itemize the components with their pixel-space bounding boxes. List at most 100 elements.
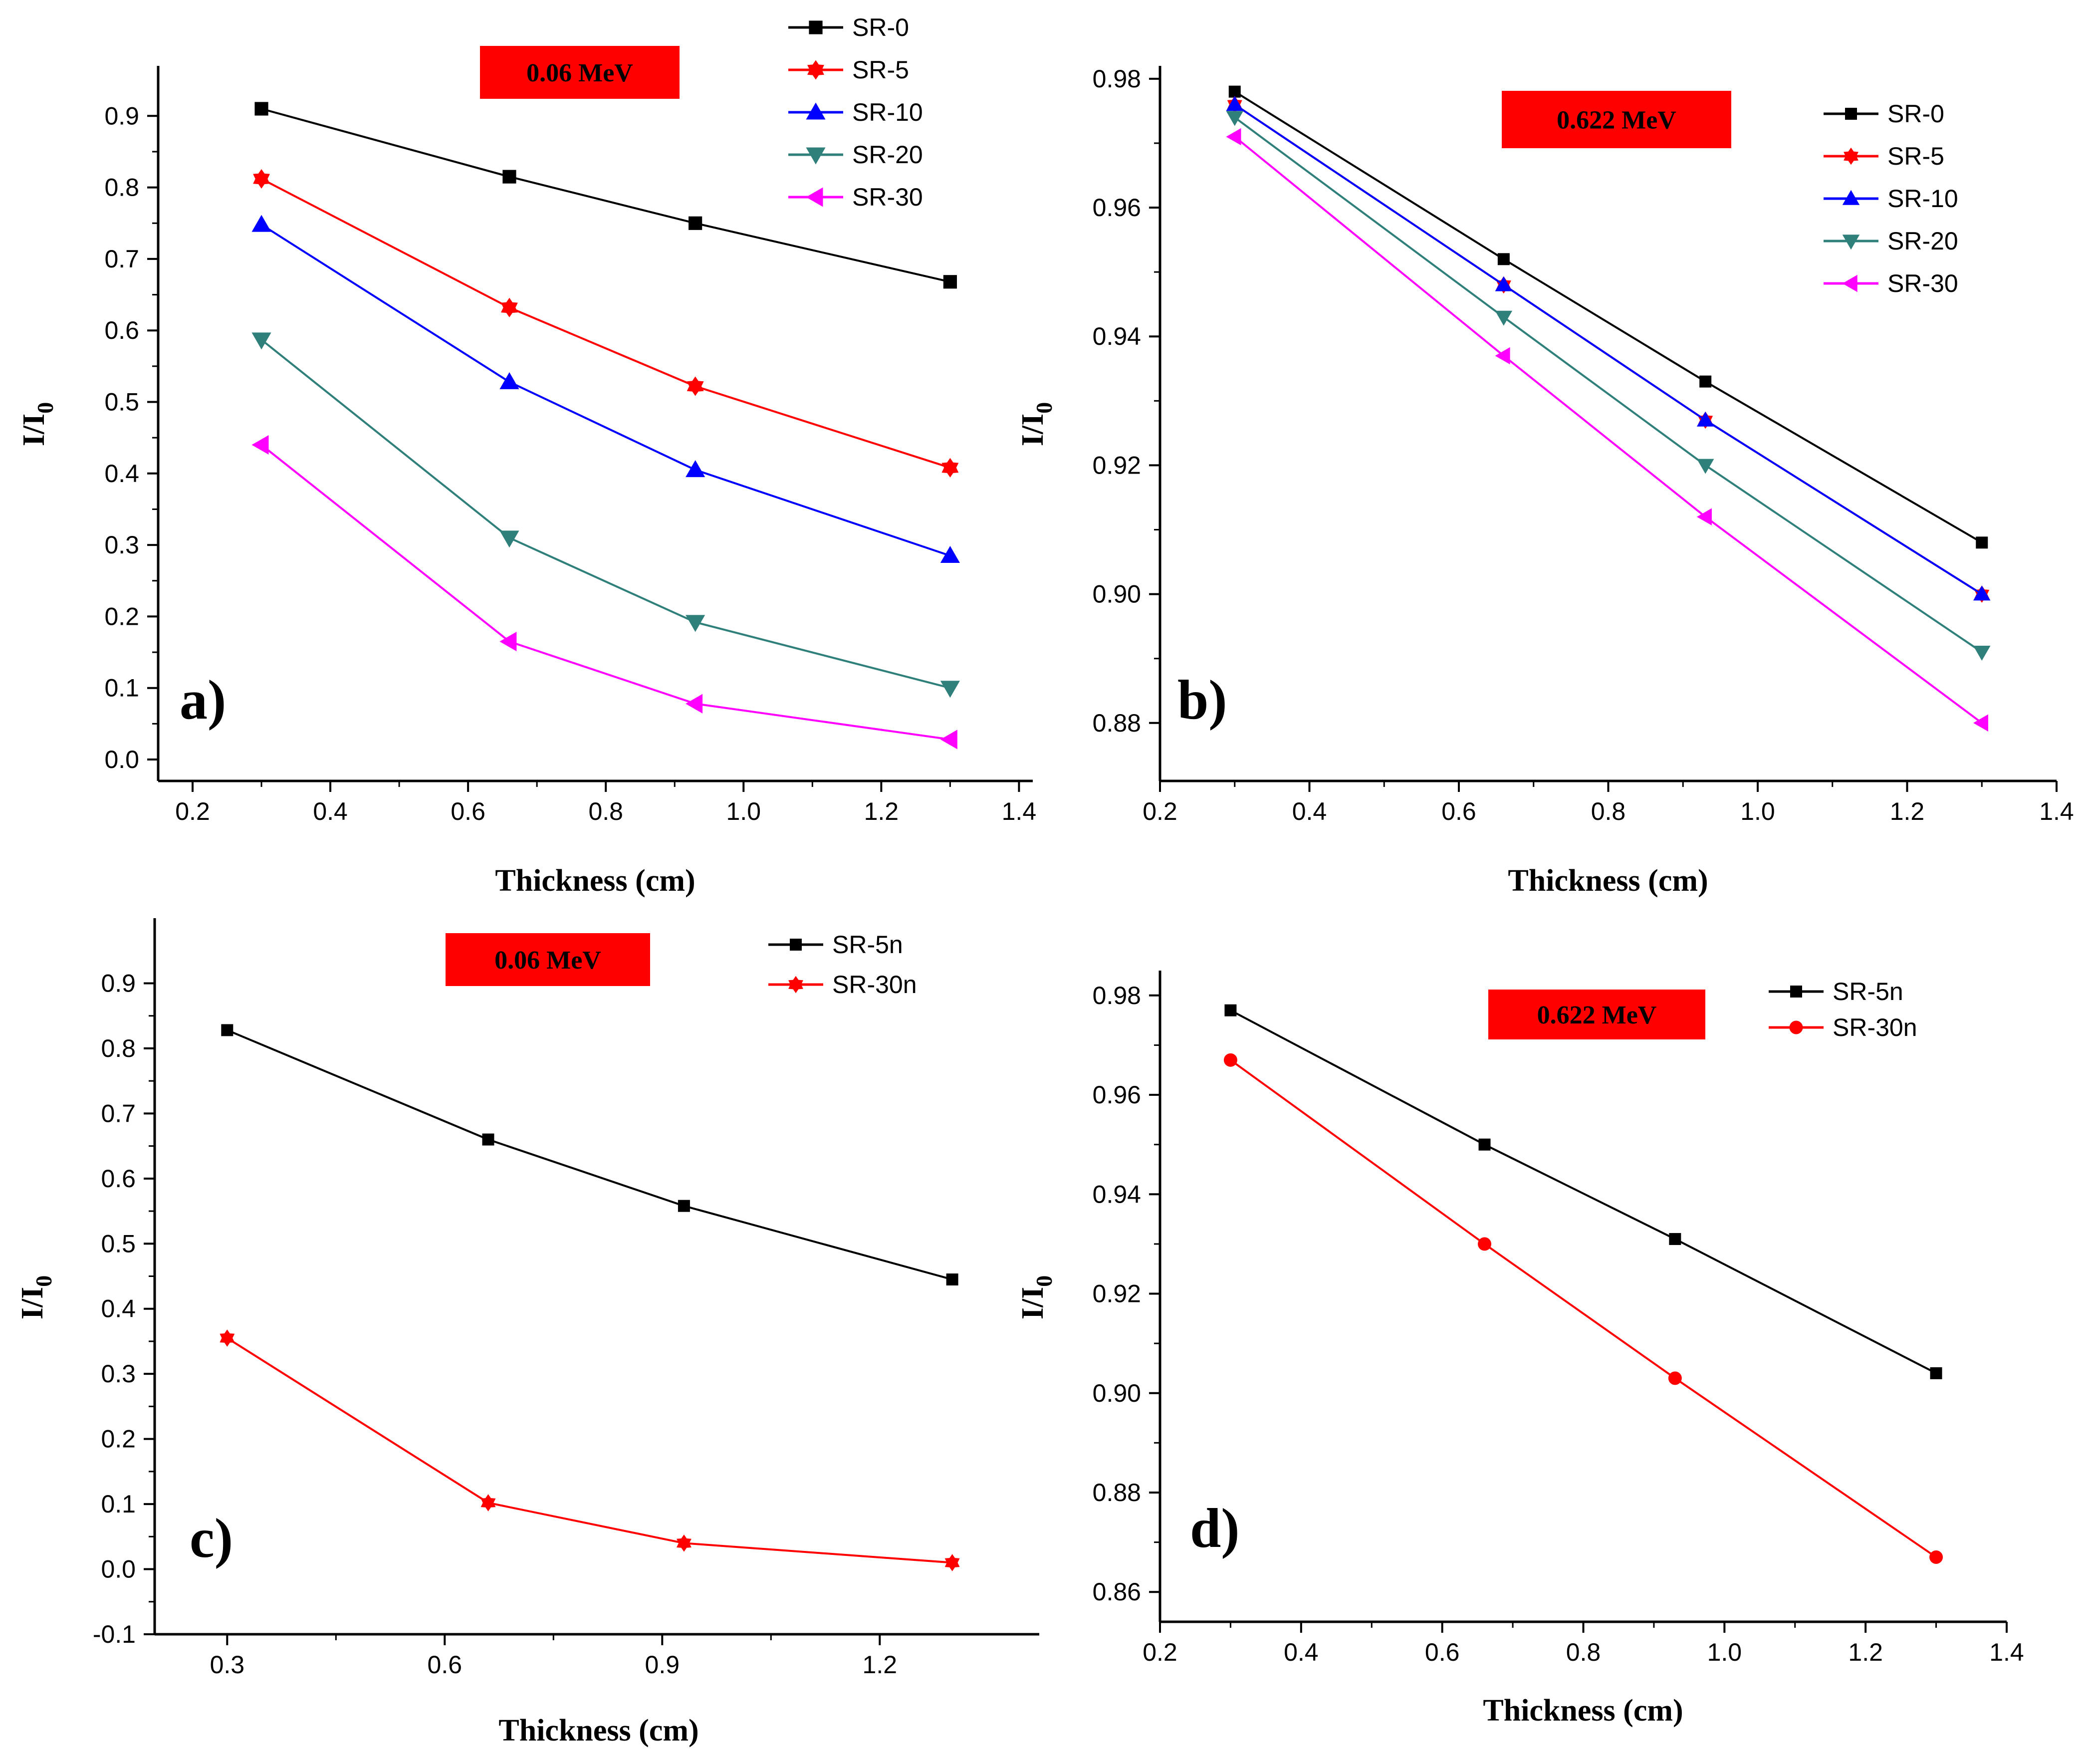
y-tick-label: -0.1 <box>93 1620 136 1648</box>
x-tick-label: 0.6 <box>1425 1638 1460 1666</box>
legend-label-SR-30n: SR-30n <box>1833 1013 1917 1041</box>
legend-marker-SR-30n <box>1789 1020 1803 1034</box>
data-point-SR-30 <box>686 694 703 714</box>
legend-marker-SR-30 <box>806 187 823 207</box>
data-point-SR-30 <box>1226 128 1241 146</box>
data-point-SR-0 <box>689 216 702 230</box>
y-tick-label: 0.6 <box>101 1165 136 1193</box>
data-point-SR-30 <box>1696 508 1712 525</box>
legend-label-SR-30n: SR-30n <box>832 971 917 999</box>
energy-badge-label: 0.06 MeV <box>526 59 633 87</box>
series-line-SR-10 <box>1234 103 1983 595</box>
data-point-SR-20 <box>251 332 271 350</box>
series-line-SR-0 <box>1234 90 1983 544</box>
data-point-SR-30 <box>251 435 269 455</box>
legend-marker-SR-20 <box>806 147 826 165</box>
data-point-SR-5 <box>501 297 518 317</box>
data-point-SR-0 <box>1497 253 1510 265</box>
data-point-SR-5n <box>1930 1367 1942 1379</box>
y-tick-label: 0.2 <box>104 602 139 630</box>
data-point-SR-30n <box>944 1554 960 1571</box>
data-point-SR-10 <box>251 215 271 232</box>
energy-badge <box>1488 990 1705 1039</box>
data-point-SR-10 <box>1226 96 1243 111</box>
series-line-SR-30 <box>260 444 950 741</box>
chart-panel-b: 0.2 0.4 0.6 0.8 1.0 1.2 1.4 0.88 0.90 0.92 0.94 0.9… <box>1016 65 2074 898</box>
data-point-SR-5 <box>253 169 270 189</box>
x-tick-label: 1.2 <box>1890 797 1925 825</box>
data-point-SR-5n <box>1669 1233 1681 1245</box>
series-line-SR-10 <box>260 224 951 557</box>
data-point-SR-0 <box>1976 536 1988 549</box>
data-point-SR-0 <box>502 170 516 184</box>
y-tick-label: 0.92 <box>1093 451 1141 479</box>
legend-marker-SR-5 <box>1844 147 1858 165</box>
x-tick-label: 0.8 <box>1566 1638 1601 1666</box>
data-point-SR-20 <box>499 530 519 548</box>
data-point-SR-20 <box>686 615 705 632</box>
y-tick-label: 0.1 <box>101 1490 136 1518</box>
y-tick-label: 0.88 <box>1093 709 1141 737</box>
data-point-SR-30n <box>1929 1550 1943 1564</box>
x-tick-label: 1.0 <box>1740 797 1775 825</box>
legend-marker-SR-5 <box>807 60 824 80</box>
legend-label-SR-5: SR-5 <box>1887 142 1944 170</box>
legend-marker-SR-10 <box>806 102 826 120</box>
y-tick-label: 0.98 <box>1093 65 1141 93</box>
x-tick-label: 1.2 <box>1848 1638 1883 1666</box>
x-axis-title: Thickness (cm) <box>495 864 695 898</box>
legend-marker-SR-0 <box>1845 108 1857 120</box>
data-point-SR-10 <box>1696 411 1714 427</box>
data-point-SR-10 <box>1973 585 1991 601</box>
data-point-SR-30 <box>1495 347 1510 365</box>
legend-marker-SR-5n <box>790 939 802 951</box>
legend-label-SR-0: SR-0 <box>852 13 909 41</box>
x-tick-label: 1.2 <box>864 797 899 825</box>
legend-label-SR-30: SR-30 <box>852 183 923 211</box>
data-point-SR-5n <box>482 1133 494 1146</box>
series-line-SR-30n <box>227 1337 952 1564</box>
x-tick-label: 1.0 <box>726 797 761 825</box>
legend-marker-SR-5n <box>1790 986 1802 998</box>
y-tick-label: 0.94 <box>1093 322 1141 350</box>
data-point-SR-30n <box>1668 1371 1682 1385</box>
data-point-SR-20 <box>1495 310 1513 326</box>
legend-label-SR-10: SR-10 <box>1887 185 1958 213</box>
legend-label-SR-20: SR-20 <box>1887 227 1958 255</box>
data-point-SR-20 <box>1973 646 1991 661</box>
chart-panel-a: 0.2 0.4 0.6 0.8 1.0 1.2 1.4 0.0 0.1 0.2 0.3 0.4 0.5 0… <box>17 13 1036 898</box>
y-tick-label: 0.9 <box>104 102 139 130</box>
x-tick-label: 0.4 <box>313 797 348 825</box>
y-tick-label: 0.3 <box>104 531 139 559</box>
data-point-SR-20 <box>1226 111 1243 126</box>
y-tick-label: 0.86 <box>1093 1578 1141 1606</box>
x-tick-label: 0.4 <box>1292 797 1327 825</box>
legend-marker-SR-30n <box>788 976 803 994</box>
y-tick-label: 0.4 <box>101 1295 136 1323</box>
data-point-SR-20 <box>940 681 960 698</box>
x-tick-label: 0.6 <box>428 1651 463 1679</box>
x-tick-label: 0.6 <box>451 797 485 825</box>
x-tick-label: 0.2 <box>175 797 210 825</box>
y-tick-label: 0.8 <box>101 1034 136 1062</box>
legend-marker-SR-0 <box>809 20 823 34</box>
legend-label-SR-20: SR-20 <box>852 141 923 169</box>
data-point-SR-10 <box>686 460 705 478</box>
y-tick-label: 0.88 <box>1093 1479 1141 1507</box>
chart-panel-c: 0.3 0.6 0.9 1.2 -0.1 0.0 0.1 0.2 0.3 0.4 0.5 0.6 0.7… <box>15 918 1039 1748</box>
data-point-SR-0 <box>1699 375 1712 388</box>
x-axis-title: Thickness (cm) <box>498 1714 698 1748</box>
data-point-SR-10 <box>499 372 519 389</box>
legend-label-SR-0: SR-0 <box>1887 100 1944 128</box>
y-axis-title-subscript: 0 <box>31 1275 56 1287</box>
data-point-SR-30 <box>940 730 957 750</box>
data-point-SR-30n <box>1478 1237 1492 1251</box>
x-tick-label: 0.8 <box>1591 797 1626 825</box>
x-axis-title: Thickness (cm) <box>1483 1694 1683 1728</box>
data-point-SR-5n <box>678 1200 690 1212</box>
y-tick-label: 0.6 <box>104 316 139 344</box>
y-axis-title-subscript: 0 <box>32 402 58 414</box>
data-point-SR-5 <box>687 376 704 396</box>
series-line-SR-30n <box>1230 1059 1937 1558</box>
